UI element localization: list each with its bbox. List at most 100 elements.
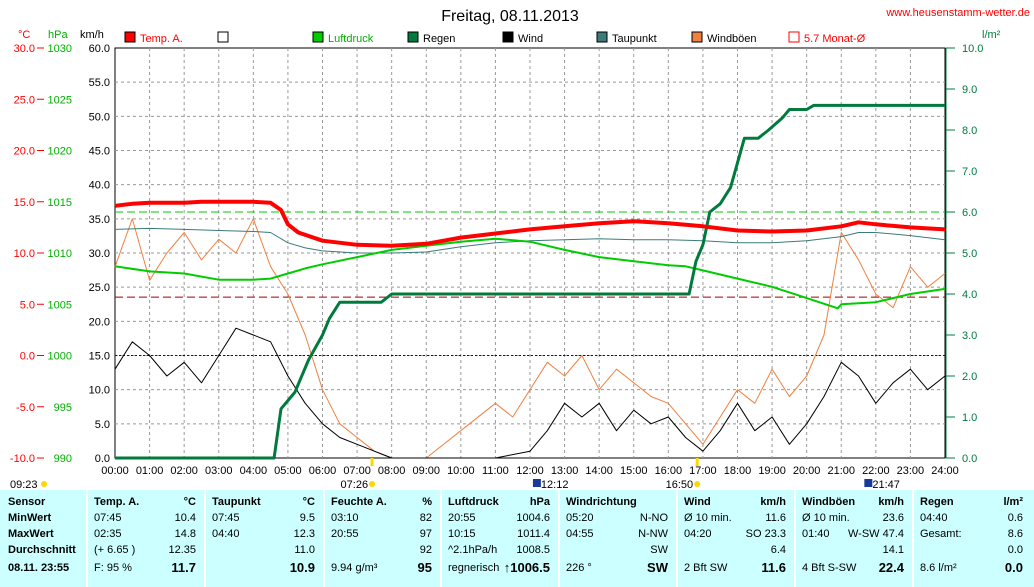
- stats-cell-value: 1008.5: [516, 544, 550, 556]
- temp-tick: -5.0: [16, 402, 35, 414]
- site-link[interactable]: www.heusenstamm-wetter.de: [885, 7, 1030, 19]
- dewpoint-series: [114, 227, 946, 254]
- stats-cell-value: °C: [183, 496, 196, 508]
- stats-column: Windböen km/h Ø 10 min. 23.6 01:40 W-SW 47.4 1…: [794, 490, 910, 587]
- rain-tick: 0.0: [962, 453, 977, 465]
- stats-row: 226 ° SW: [560, 560, 674, 576]
- stats-row: Durchschnitt: [2, 542, 84, 558]
- legend-label: Taupunkt: [612, 33, 657, 45]
- stats-cell-value: W-SW 47.4: [847, 528, 904, 540]
- rain-tick: 10.0: [962, 43, 983, 55]
- stats-cell-value: 10.9: [289, 560, 315, 575]
- stats-cell-label: 2 Bft SW: [684, 562, 728, 574]
- stats-column: Windrichtung 05:20 N-NO 04:55 N-NW SW 226 ° SW: [558, 490, 674, 587]
- rain-tick: 1.0: [962, 412, 977, 424]
- rain-tick: 2.0: [962, 371, 977, 383]
- press-tick: 995: [54, 402, 72, 414]
- legend-item: Windböen: [691, 31, 757, 45]
- stats-column: Feuchte A.% 03:10 82 20:55 97 92 9.94 g/m³ 95: [323, 490, 438, 587]
- stats-row: 92: [325, 542, 438, 558]
- stats-cell-value: 11.0: [294, 544, 315, 556]
- stats-row: 20:55 97: [325, 526, 438, 542]
- left-time-icon: [41, 481, 47, 487]
- press-tick: 1000: [48, 351, 72, 363]
- stats-cell-value: l/m²: [1003, 496, 1023, 508]
- stats-row: 14.1: [796, 542, 910, 558]
- time-tick: 20:00: [793, 465, 821, 477]
- stats-cell-value: hPa: [529, 496, 550, 508]
- stats-row: 4 Bft S-SW 22.4: [796, 560, 910, 576]
- wind-tick: 10.0: [89, 385, 110, 397]
- temp-tick: 20.0: [14, 146, 35, 158]
- time-tick: 21:00: [827, 465, 855, 477]
- time-tick: 16:00: [655, 465, 683, 477]
- stats-row: 6.4: [678, 542, 792, 558]
- press-tick: 990: [54, 453, 72, 465]
- moonrise-icon: [532, 479, 541, 487]
- stats-row: Sensor: [2, 494, 84, 510]
- stats-row: Wind km/h: [678, 494, 792, 510]
- time-tick: 06:00: [309, 465, 337, 477]
- stats-cell-value: 82: [419, 512, 432, 524]
- stats-row: 01:40 W-SW 47.4: [796, 526, 910, 542]
- chart-title: Freitag, 08.11.2013: [441, 8, 579, 25]
- stats-cell-label: 07:45: [94, 512, 122, 524]
- moonrise-label: 12:12: [541, 479, 569, 490]
- stats-cell-label: 226 °: [566, 562, 592, 574]
- rain-tick: 4.0: [962, 289, 977, 301]
- legend-label: Luftdruck: [328, 33, 374, 45]
- time-tick: 14:00: [585, 465, 613, 477]
- legend-label: 5.7 Monat-Ø: [804, 33, 866, 45]
- left-time-label: 09:23: [10, 479, 38, 490]
- stats-cell-label: regnerisch: [448, 562, 500, 574]
- legend-swatch: [502, 31, 514, 43]
- stats-cell-label: 9.94 g/m³: [331, 562, 378, 574]
- stats-cell-label: Luftdruck: [448, 496, 499, 508]
- rain-tick: 6.0: [962, 207, 977, 219]
- stats-cell-label: Feuchte A.: [331, 496, 387, 508]
- stats-cell-value: SW: [647, 560, 668, 575]
- stats-row: Ø 10 min. 11.6: [678, 510, 792, 526]
- wind-tick: 5.0: [95, 419, 110, 431]
- sunrise-icon: [369, 481, 376, 487]
- legend-item: Regen: [407, 31, 455, 45]
- legend-label: Regen: [423, 33, 455, 45]
- stats-column: Wind km/h Ø 10 min. 11.6 04:20 SO 23.3 6.4 2 Bf…: [676, 490, 792, 587]
- time-tick: 05:00: [274, 465, 302, 477]
- stats-cell-label: 10:15: [448, 528, 476, 540]
- rain-tick: 5.0: [962, 248, 977, 260]
- stats-cell-label: 04:40: [920, 512, 948, 524]
- stats-row: 2 Bft SW 11.6: [678, 560, 792, 576]
- legend-swatch: [124, 31, 136, 43]
- stats-cell-label: 02:35: [94, 528, 122, 540]
- tick-labels: 30.0 25.0 20.0 15.0 10.0 5.0 0.0 -5.0 -10.0 1030 1…: [10, 43, 984, 477]
- stats-cell-value: 14.8: [174, 528, 196, 540]
- temp-series: [114, 199, 946, 248]
- temp-unit: °C: [18, 29, 30, 41]
- rain-tick: 9.0: [962, 84, 977, 96]
- stats-cell-value: 22.4: [878, 560, 904, 575]
- stats-row: 04:40 12.3: [206, 526, 321, 542]
- legend-label: Wind: [518, 33, 543, 45]
- legend-swatch: [691, 31, 703, 43]
- rain-unit: l/m²: [982, 29, 1001, 41]
- stats-row: MaxWert: [2, 526, 84, 542]
- wind-tick: 60.0: [89, 43, 110, 55]
- legend-label: Windböen: [707, 33, 757, 45]
- stats-row: Windrichtung: [560, 494, 674, 510]
- stats-row: 9.94 g/m³ 95: [325, 560, 438, 576]
- time-tick: 12:00: [516, 465, 544, 477]
- sunset-label: 16:50: [666, 479, 694, 490]
- stats-row: 0.0: [914, 542, 1029, 558]
- legend-swatch: [596, 31, 608, 43]
- stats-row: 20:55 1004.6: [442, 510, 556, 526]
- stats-row: (+ 6.65 ) 12.35: [88, 542, 202, 558]
- stats-row: Feuchte A.%: [325, 494, 438, 510]
- stats-row: 03:10 82: [325, 510, 438, 526]
- stats-cell-label: (+ 6.65 ): [94, 544, 136, 556]
- gust-series: [114, 218, 946, 459]
- stats-row: ^2.1hPa/h 1008.5: [442, 542, 556, 558]
- time-tick: 17:00: [689, 465, 717, 477]
- stats-cell-value: SO 23.3: [745, 528, 786, 540]
- stats-cell-label: 05:20: [566, 512, 594, 524]
